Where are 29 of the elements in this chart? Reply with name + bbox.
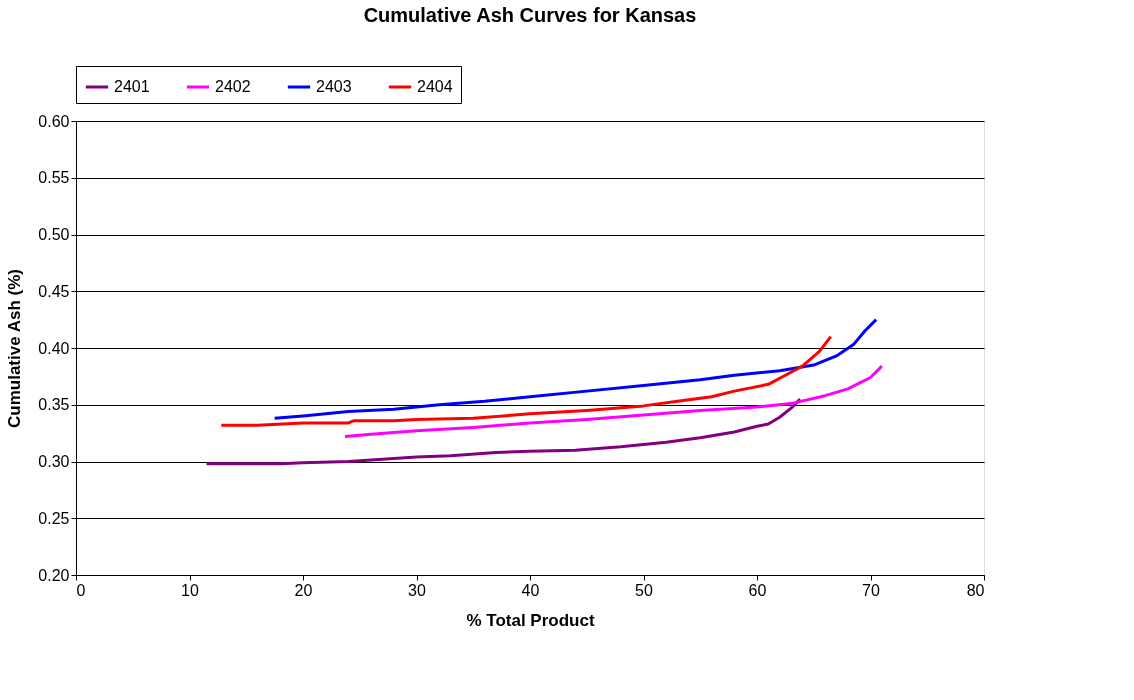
x-tick-label: 0 bbox=[76, 581, 86, 599]
y-axis-title: Cumulative Ash (%) bbox=[5, 268, 25, 429]
y-tick-label: 0.25 bbox=[38, 509, 70, 527]
x-tick-label: 50 bbox=[635, 581, 653, 599]
legend-label: 2403 bbox=[316, 78, 352, 95]
y-tick-label: 0.55 bbox=[38, 169, 70, 187]
x-tick-label: 40 bbox=[521, 581, 540, 599]
x-tick-label: 60 bbox=[748, 581, 767, 599]
y-tick-label: 0.45 bbox=[38, 282, 70, 300]
chart-title: Cumulative Ash Curves for Kansas bbox=[363, 3, 697, 26]
legend-label: 2401 bbox=[114, 78, 150, 95]
x-axis-title: % Total Product bbox=[466, 610, 595, 630]
line-series bbox=[343, 364, 884, 439]
line-series bbox=[273, 318, 878, 420]
y-tick-label: 0.35 bbox=[38, 396, 70, 414]
legend-label: 2402 bbox=[215, 78, 251, 95]
y-tick-label: 0.50 bbox=[38, 226, 70, 243]
y-tick-label: 0.30 bbox=[38, 453, 70, 470]
line-series bbox=[205, 397, 802, 466]
x-tick-label: 10 bbox=[181, 581, 199, 599]
x-tick-label: 20 bbox=[294, 581, 313, 599]
y-tick-label: 0.40 bbox=[38, 339, 70, 357]
y-tick-label: 0.60 bbox=[38, 112, 70, 130]
x-tick-label: 30 bbox=[408, 581, 426, 599]
legend-label: 2404 bbox=[417, 78, 453, 95]
x-tick-label: 70 bbox=[862, 581, 880, 599]
line-series bbox=[219, 335, 833, 427]
x-tick-label: 80 bbox=[966, 581, 985, 599]
y-tick-label: 0.20 bbox=[38, 566, 70, 584]
